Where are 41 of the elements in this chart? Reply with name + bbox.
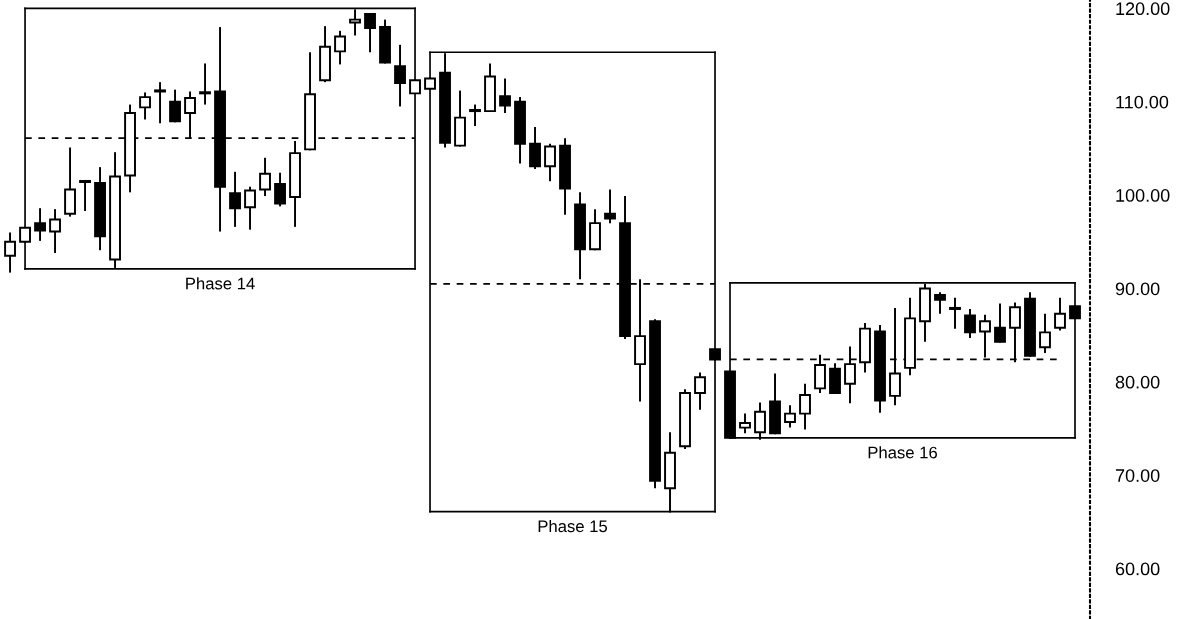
candlestick xyxy=(1039,312,1051,354)
candlestick xyxy=(229,170,241,228)
candlestick xyxy=(334,29,346,66)
candlestick xyxy=(544,142,556,183)
candlestick xyxy=(694,371,706,411)
y-tick-label: 60.00 xyxy=(1115,562,1160,576)
candlestick xyxy=(949,296,961,330)
annotation: Phase 16 xyxy=(868,446,937,459)
y-tick-label: 80.00 xyxy=(1115,375,1160,389)
y-tick-label: 100.00 xyxy=(1116,189,1170,202)
candlestick xyxy=(364,13,376,54)
y-tick-label: 90.00 xyxy=(1115,282,1160,296)
candlestick xyxy=(994,302,1006,344)
candlestick xyxy=(4,231,16,274)
y-tick-label: 120.00 xyxy=(1116,2,1170,16)
candlestick xyxy=(169,88,181,124)
candlestick xyxy=(814,353,826,395)
candlestick xyxy=(49,208,61,254)
candlestick xyxy=(259,156,271,198)
candlestick xyxy=(799,382,811,431)
candlestick xyxy=(394,43,406,108)
candlestick xyxy=(934,291,946,315)
candlestick xyxy=(154,81,166,125)
y-tick-label: 70.00 xyxy=(1115,469,1160,482)
candlestick xyxy=(964,308,976,339)
candlestick xyxy=(34,207,46,242)
y-tick-label: 110.00 xyxy=(1116,95,1169,109)
candlestick xyxy=(739,412,751,435)
candlestick xyxy=(139,91,151,121)
candlestick xyxy=(604,188,616,225)
candlestick xyxy=(1054,296,1066,332)
annotation: Phase 15 xyxy=(538,519,608,533)
candlestick xyxy=(529,126,541,170)
candlestick xyxy=(244,185,256,231)
annotation: Phase 14 xyxy=(186,277,255,290)
candlestick xyxy=(79,179,91,212)
candlestick xyxy=(784,404,796,429)
candlestick xyxy=(499,77,511,114)
candlestick xyxy=(199,62,211,106)
candlestick xyxy=(274,171,286,208)
candlestick xyxy=(469,103,481,128)
